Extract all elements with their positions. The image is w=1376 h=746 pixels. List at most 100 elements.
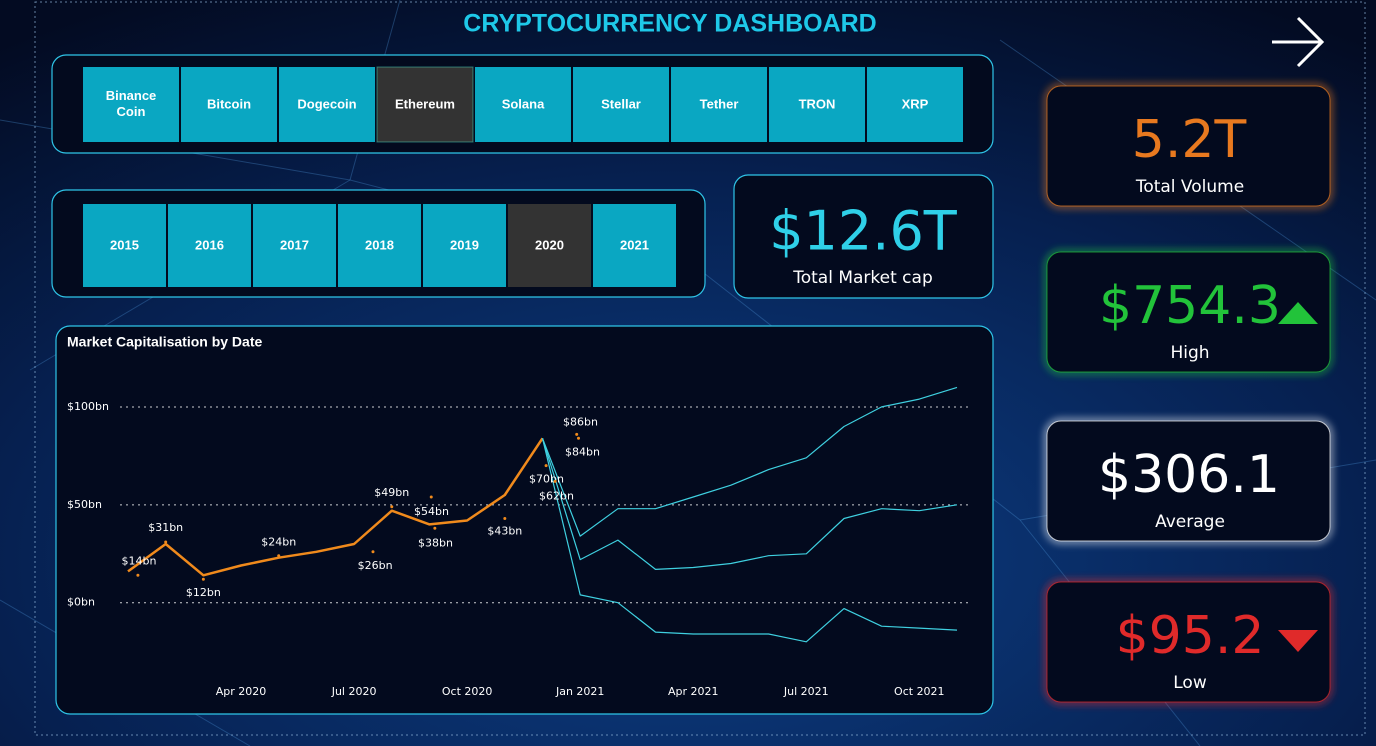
annotation-label: $54bn	[414, 505, 449, 518]
annotation-label: $31bn	[148, 521, 183, 534]
button-bg	[376, 66, 474, 143]
trend-up	[1278, 302, 1318, 324]
button-label: 2016	[195, 237, 224, 252]
button-bg	[83, 204, 166, 287]
kpi-label: Total Market cap	[792, 268, 933, 288]
annotation-label: $24bn	[261, 536, 296, 549]
coin-button[interactable]: Ethereum	[376, 66, 474, 143]
annotation-label: $14bn	[122, 554, 157, 567]
annotation-label: $84bn	[565, 445, 600, 458]
coin-button[interactable]: Dogecoin	[279, 67, 375, 142]
annotation-label: $26bn	[358, 559, 393, 572]
year-button[interactable]: 2017	[253, 204, 336, 287]
x-tick-label: Apr 2021	[668, 685, 719, 698]
button-label: Stellar	[601, 96, 641, 111]
y-tick-label: $0bn	[67, 596, 95, 609]
button-label: 2015	[110, 237, 139, 252]
annotation-label: $38bn	[418, 536, 453, 549]
page-title: CRYPTOCURRENCY DASHBOARD	[463, 10, 876, 38]
annotation-label: $70bn	[529, 473, 564, 486]
next-arrow[interactable]	[1272, 16, 1325, 68]
frame	[34, 1, 1366, 736]
x-tick-label: Jan 2021	[555, 685, 604, 698]
data-line	[541, 438, 958, 570]
button-bg	[423, 204, 506, 287]
button-label: Ethereum	[395, 96, 455, 111]
kpi-value: $306.1	[1098, 445, 1280, 505]
button-bg	[83, 67, 179, 142]
kpi-card	[1046, 581, 1331, 703]
year-button[interactable]: 2018	[338, 204, 421, 287]
button-bg	[769, 67, 865, 142]
year-button[interactable]: 2015	[83, 204, 166, 287]
annotation-point	[429, 495, 433, 499]
year-button[interactable]: 2016	[168, 204, 251, 287]
x-tick-label: Oct 2020	[442, 685, 493, 698]
button-label: Tether	[700, 96, 739, 111]
coin-button[interactable]: XRP	[867, 67, 963, 142]
year-button[interactable]: 2020	[508, 204, 591, 287]
annotation-point	[503, 517, 507, 521]
annotation-point	[390, 505, 394, 509]
button-label: Binance Coin	[106, 88, 157, 119]
button-label: TRON	[799, 96, 836, 111]
button-bg	[573, 67, 669, 142]
data-line	[127, 437, 544, 577]
coin-button[interactable]: TRON	[769, 67, 865, 142]
coin-button[interactable]: Tether	[671, 67, 767, 142]
y-tick-label: $100bn	[67, 400, 109, 413]
button-bg	[867, 67, 963, 142]
kpi-card	[1046, 420, 1331, 542]
kpi-value: $12.6T	[769, 200, 958, 263]
kpi-label: Average	[1155, 512, 1225, 532]
annotation-point	[433, 526, 437, 530]
button-label: XRP	[902, 96, 929, 111]
market-cap-card	[733, 174, 994, 299]
kpi-card	[1046, 251, 1331, 373]
x-tick-label: Apr 2020	[216, 685, 267, 698]
coin-button[interactable]: Bitcoin	[181, 67, 277, 142]
annotation-point	[277, 554, 281, 558]
annotation-point	[553, 479, 557, 483]
kpi-label: Total Volume	[1135, 177, 1244, 197]
button-bg	[253, 204, 336, 287]
annotation-point	[575, 432, 579, 436]
annotation-point	[371, 550, 375, 554]
annotation-label: $86bn	[563, 415, 598, 428]
year-button[interactable]: 2019	[423, 204, 506, 287]
chart-panel	[55, 325, 994, 715]
annotation-point	[164, 540, 168, 544]
data-line	[541, 386, 958, 537]
coin-button[interactable]: Binance Coin	[83, 67, 179, 142]
button-label: 2019	[450, 237, 479, 252]
coin-button[interactable]: Solana	[475, 67, 571, 142]
kpi-value: 5.2T	[1132, 110, 1247, 170]
kpi-value: $95.2	[1116, 606, 1265, 666]
button-bg	[279, 67, 375, 142]
button-bg	[671, 67, 767, 142]
button-bg	[593, 204, 676, 287]
button-bg	[181, 67, 277, 142]
annotation-point	[544, 464, 548, 468]
annotation-label: $49bn	[374, 486, 409, 499]
button-bg	[475, 67, 571, 142]
button-label: 2020	[535, 237, 564, 252]
coin-button[interactable]: Stellar	[573, 67, 669, 142]
year-button[interactable]: 2021	[593, 204, 676, 287]
button-label: 2021	[620, 237, 649, 252]
button-label: Solana	[502, 96, 545, 111]
button-label: Bitcoin	[207, 96, 251, 111]
kpi-card	[1046, 85, 1331, 207]
button-bg	[168, 204, 251, 287]
kpi-label: High	[1170, 343, 1209, 363]
button-label: 2017	[280, 237, 309, 252]
annotation-label: $12bn	[186, 586, 221, 599]
data-line	[541, 438, 958, 643]
trend-down	[1278, 630, 1318, 652]
x-tick-label: Jul 2020	[331, 685, 377, 698]
button-bg	[338, 204, 421, 287]
button-bg	[508, 204, 591, 287]
x-tick-label: Oct 2021	[894, 685, 945, 698]
x-tick-label: Jul 2021	[783, 685, 829, 698]
